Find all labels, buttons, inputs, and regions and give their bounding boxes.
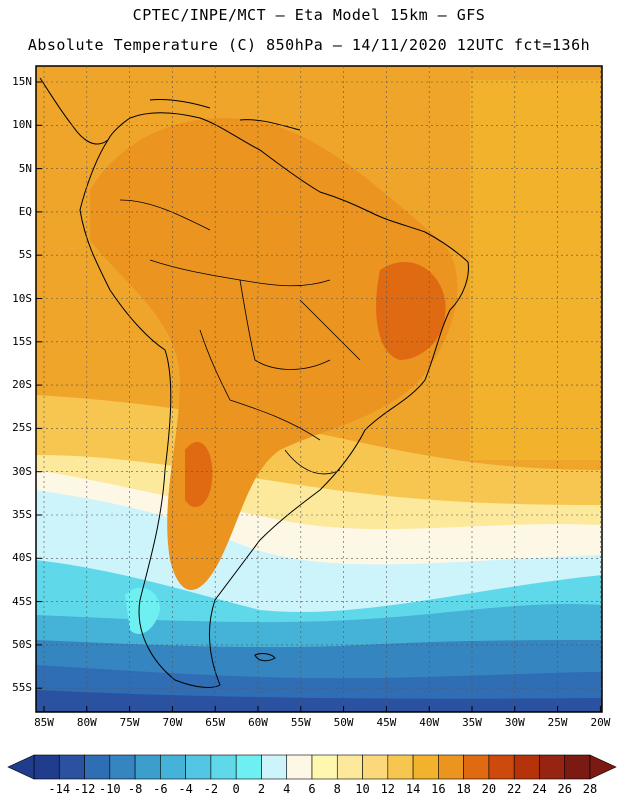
colorbar-label: -10 [98,782,121,796]
colorbar-swatch [539,754,566,780]
colorbar-swatch [412,754,439,780]
colorbar-swatch [286,754,313,780]
latitude-label: 30S [12,464,32,478]
colorbar-swatch [160,754,186,780]
colorbar-label: 24 [532,782,547,796]
colorbar-label: 12 [380,782,396,796]
graticule [36,66,602,712]
colorbar-label: 8 [333,782,341,796]
colorbar-swatch [109,754,136,780]
title-line-2: Absolute Temperature (C) 850hPa – 14/11/… [27,36,591,54]
latitude-label: 45S [12,594,32,608]
latitude-label: 50S [12,637,32,651]
colorbar-swatch [387,754,414,780]
latitude-label: 55S [12,681,32,695]
latitude-label: 35S [12,508,32,521]
latitude-label: 5N [18,161,32,175]
colorbar-swatch [134,754,161,780]
field-ocean-east [470,80,602,460]
colorbar-swatch [210,754,237,780]
colorbar-swatch [438,754,464,780]
colorbar-swatch [58,754,85,780]
latitude-label: 5S [18,248,32,262]
latitude-label: 40S [12,551,32,565]
colorbar-label: 4 [283,782,291,796]
longitude-label: 30W [504,716,525,729]
colorbar-arrow-low [7,754,35,780]
field-blue-4 [36,690,602,712]
colorbar-label: 14 [405,782,421,796]
longitude-label: 65W [205,716,226,729]
colorbar-swatch [235,754,262,780]
longitude-label: 60W [248,716,268,729]
colorbar-label: -2 [203,782,219,796]
longitude-label: 50W [333,716,354,729]
colorbar-swatch [311,754,338,780]
map-frame [35,65,603,713]
colorbar-label: 6 [308,782,316,796]
colorbar-label: 20 [481,782,497,796]
longitude-label: 55W [290,716,311,729]
latitude-label: 10N [12,118,32,132]
colorbar-swatch [84,754,111,780]
colorbar-label: 0 [232,782,240,796]
colorbar-swatch [463,754,490,780]
colorbar-label: 16 [431,782,446,796]
longitude-label: 70W [162,716,183,729]
colorbar-swatch [261,754,288,780]
latitude-label: 10S [12,291,32,305]
colorbar-swatch [336,754,363,780]
country-borders [119,199,361,475]
colorbar-swatch [33,754,60,780]
longitude-label: 35W [462,716,482,729]
coastline-south-america [79,112,469,688]
longitude-label: 85W [34,716,54,729]
colorbar-label: -12 [73,782,96,796]
colorbar-label: 26 [557,782,572,796]
colorbar-arrow-high [589,754,617,780]
title-line-1: CPTEC/INPE/MCT – Eta Model 15km – GFS [132,6,486,24]
latitude-label: EQ [18,204,32,218]
latitude-label: 15S [12,334,32,348]
longitude-label: 20W [590,716,611,729]
colorbar-label: 22 [506,782,522,796]
colorbar-label: 18 [456,782,471,796]
longitude-label: 80W [76,716,97,729]
colorbar-label: 28 [582,782,598,796]
colorbar [7,754,617,780]
longitude-label: 40W [419,716,440,729]
colorbar-swatch [362,754,389,780]
axis-ticks [36,81,601,712]
colorbar-swatch [488,754,515,780]
latitude-label: 15N [12,75,32,88]
latitude-label: 20S [12,378,32,392]
colorbar-swatch [564,754,591,780]
colorbar-swatch [185,754,212,780]
colorbar-label: -8 [127,782,143,796]
colorbar-label: 10 [355,782,370,796]
field-continent-warm [90,118,458,590]
falkland-islands [254,653,276,662]
colorbar-label: -6 [153,782,168,796]
latitude-label: 25S [12,421,32,435]
longitude-label: 75W [119,716,140,729]
colorbar-label: 2 [257,782,266,796]
field-patagonia-cyan [125,587,160,634]
field-hot-ne [376,261,446,360]
field-hot-south [185,441,213,508]
colorbar-label: -4 [178,782,193,796]
colorbar-swatch [513,754,540,780]
longitude-label: 25W [547,716,568,729]
longitude-label: 45W [376,716,397,729]
colorbar-label: -14 [48,782,71,796]
